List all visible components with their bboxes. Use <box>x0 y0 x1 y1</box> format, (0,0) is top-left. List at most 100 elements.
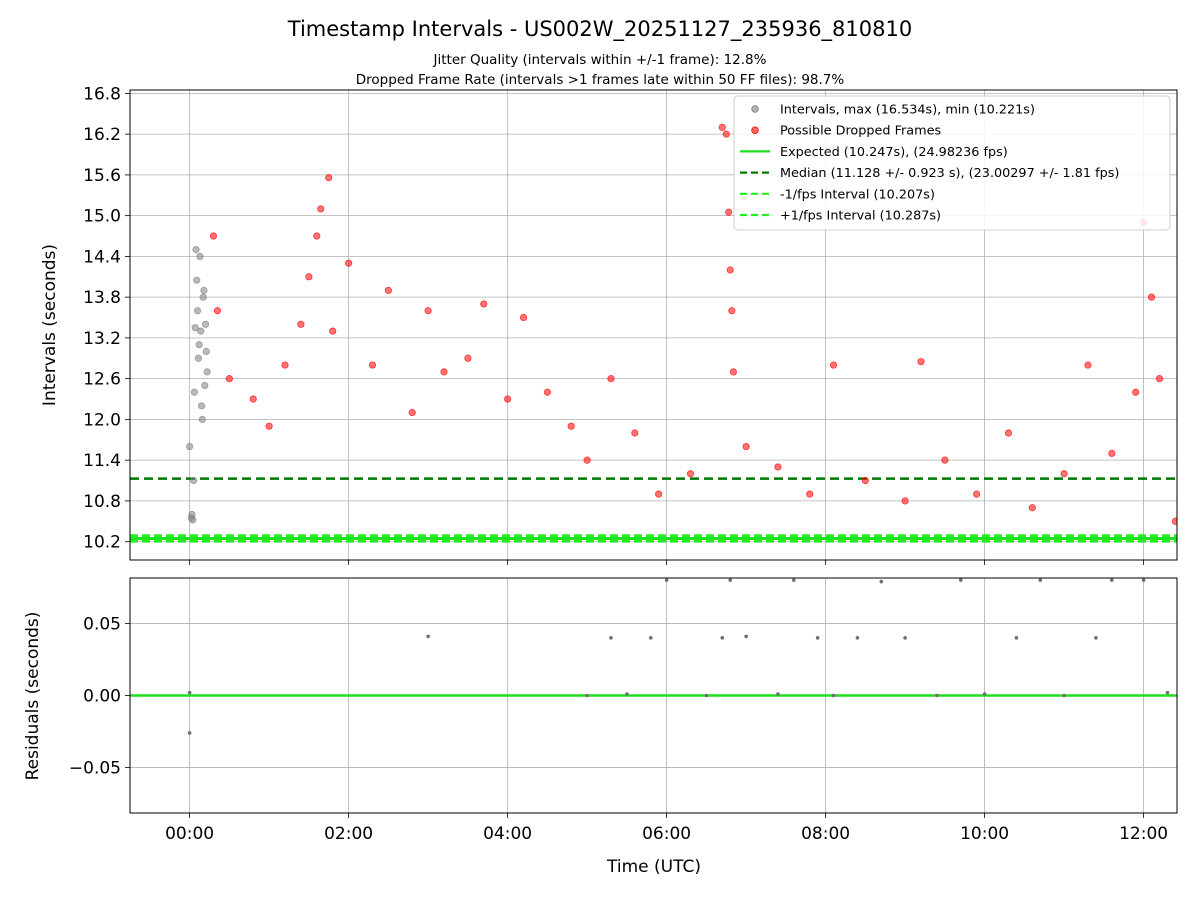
top-y-tick-label: 12.0 <box>83 410 121 430</box>
dropped-frame-point <box>329 327 337 335</box>
residuals-panel: −0.05 0.00 0.05 00:00 02:00 04:00 06:00 08:00 10… <box>69 577 1178 844</box>
residual-point <box>815 636 820 640</box>
dropped-frame-point <box>973 490 981 498</box>
chart-title: Timestamp Intervals - US002W_20251127_23… <box>287 17 912 42</box>
dropped-frame-point <box>440 368 448 376</box>
top-y-tick-label: 13.2 <box>83 329 121 349</box>
residual-point <box>1062 693 1066 698</box>
dropped-frame-point <box>480 300 488 308</box>
legend-entry-label: +1/fps Interval (10.287s) <box>780 209 941 224</box>
dropped-frame-point <box>742 442 750 451</box>
dropped-frame-point <box>313 232 321 240</box>
dropped-frame-point <box>583 456 591 464</box>
interval-point <box>196 252 204 261</box>
dropped-frame-point <box>504 395 512 403</box>
residual-point <box>792 578 796 582</box>
dropped-frame-point <box>305 273 313 281</box>
legend-marker-dot <box>751 105 759 113</box>
residual-point <box>585 693 589 698</box>
chart-subtitle-line-2: Dropped Frame Rate (intervals >1 frames … <box>356 72 845 88</box>
dropped-frame-point <box>718 123 726 131</box>
dropped-frame-point <box>722 130 730 138</box>
bottom-y-axis-label: Residuals (seconds) <box>23 612 43 781</box>
dropped-frame-point <box>725 208 733 216</box>
residual-point <box>1110 578 1114 582</box>
interval-point <box>201 381 209 390</box>
top-y-tick-label: 16.2 <box>83 125 121 145</box>
residual-point <box>426 634 430 639</box>
residual-point <box>776 692 780 696</box>
residual-point <box>744 634 748 639</box>
residual-point <box>1094 636 1098 640</box>
residual-point <box>728 578 733 582</box>
residual-point <box>187 690 192 695</box>
dropped-frame-point <box>1060 470 1068 478</box>
dropped-frame-point <box>861 476 869 485</box>
dropped-frame-point <box>806 490 814 498</box>
dropped-frame-point <box>655 490 663 498</box>
residual-point <box>187 731 192 735</box>
top-y-tick-label: 15.6 <box>83 166 121 186</box>
legend-entry-label: Intervals, max (16.534s), min (10.221s) <box>780 103 1035 118</box>
interval-point <box>194 354 202 362</box>
residual-point <box>903 636 907 640</box>
dropped-frame-point <box>917 358 925 366</box>
top-y-tick-label: 13.8 <box>83 288 121 308</box>
dropped-frame-point <box>567 422 575 430</box>
dropped-frame-point <box>325 174 333 182</box>
dropped-frame-point <box>281 361 289 369</box>
interval-point <box>186 442 194 451</box>
legend-entry-label: Median (11.128 +/- 0.923 s), (23.00297 +… <box>780 166 1119 181</box>
interval-point <box>203 368 211 376</box>
residual-point <box>664 578 669 582</box>
dropped-frame-point <box>265 422 273 430</box>
dropped-frame-point <box>1132 388 1140 396</box>
dropped-frame-point <box>345 259 353 267</box>
residual-point <box>609 636 613 640</box>
top-y-axis-label: Intervals (seconds) <box>40 244 60 406</box>
x-axis-label: Time (UTC) <box>606 857 701 877</box>
dropped-frame-point <box>728 307 736 315</box>
dropped-frame-point <box>408 409 416 417</box>
residual-point <box>1014 636 1019 640</box>
dropped-frame-point <box>1084 361 1092 369</box>
interval-point <box>195 341 203 349</box>
dropped-frame-point <box>941 456 949 464</box>
chart-legend: Intervals, max (16.534s), min (10.221s) P… <box>733 95 1171 231</box>
legend-box <box>733 95 1171 231</box>
x-tick-label: 06:00 <box>642 824 691 844</box>
dropped-frame-point <box>1028 504 1036 512</box>
dropped-frame-point <box>829 361 838 369</box>
top-y-tick-label: 16.8 <box>83 84 121 104</box>
top-y-tick-label: 11.4 <box>83 451 121 471</box>
interval-point <box>189 516 197 524</box>
interval-point <box>193 276 201 284</box>
interval-point <box>200 286 208 294</box>
dropped-frame-point <box>1171 517 1177 525</box>
residual-point <box>704 693 709 698</box>
dropped-frame-point <box>1108 449 1116 457</box>
residual-point <box>958 578 963 582</box>
residual-point <box>879 579 884 584</box>
residual-point <box>855 636 860 640</box>
chart-subtitle-line-1: Jitter Quality (intervals within +/-1 fr… <box>433 52 767 68</box>
interval-point <box>191 324 199 332</box>
bottom-plot-frame <box>129 577 1178 814</box>
legend-entry-label: Expected (10.247s), (24.98236 fps) <box>780 145 1008 160</box>
bottom-y-tick-label: −0.05 <box>69 759 121 779</box>
bottom-plot-area <box>130 578 1177 735</box>
dropped-frame-point <box>1004 429 1013 437</box>
dropped-frame-point <box>384 286 392 294</box>
interval-point <box>199 293 207 301</box>
x-tick-label: 00:00 <box>165 824 214 844</box>
dropped-frame-point <box>249 395 257 403</box>
dropped-frame-point <box>209 232 218 240</box>
dropped-frame-point <box>901 497 909 505</box>
bottom-y-tick-label: 0.05 <box>83 614 121 634</box>
top-y-tick-label: 15.0 <box>83 207 121 227</box>
dropped-frame-point <box>368 361 377 369</box>
top-y-tick-label: 12.6 <box>83 370 121 390</box>
residual-point <box>1165 690 1170 695</box>
